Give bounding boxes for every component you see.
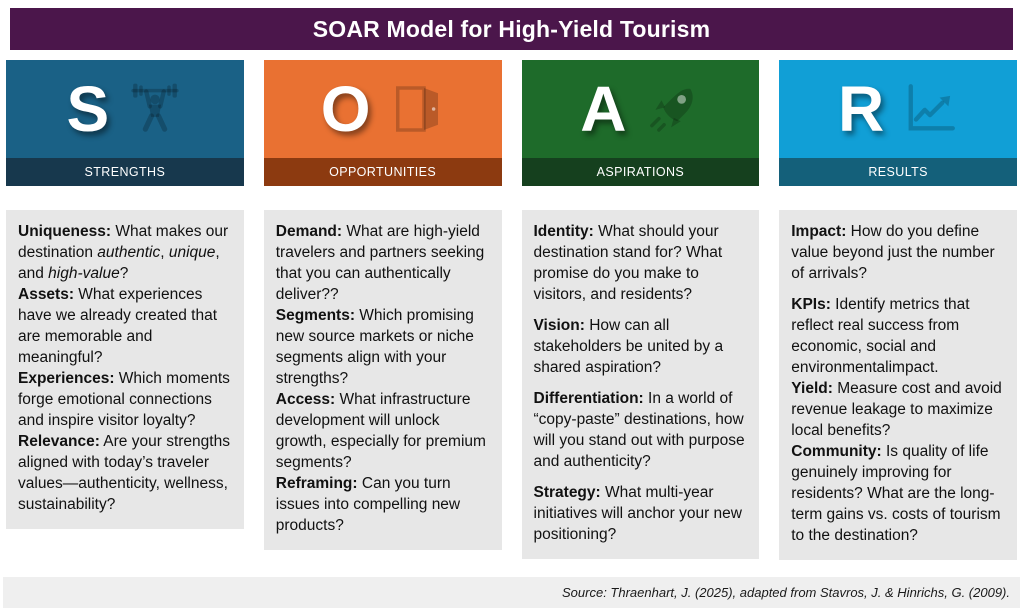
column-text-box: Uniqueness: What makes our destination a… (6, 210, 244, 529)
item-segments: Segments: Which promising new source mar… (276, 305, 490, 389)
item-text: What are high-yield travelers and partne… (275, 223, 485, 303)
column-letter: S (66, 73, 110, 145)
item-term: Assets: (18, 286, 74, 303)
item-text: What should your destination stand for? … (533, 223, 723, 303)
item-term: KPIs: (791, 296, 831, 313)
item-text: How do you define value beyond just the … (791, 223, 995, 282)
column-opportunities: O OPPORTUNITIES Demand: What are high-yiel… (263, 60, 502, 550)
item-term: Differentiation: (533, 390, 644, 407)
item-text: Measure cost and avoid revenue leakage t… (791, 380, 1002, 439)
column-aspirations: A ASPIRATIONS Identity: What should your d… (521, 60, 760, 559)
item-differentiation: Differentiation: In a world of “copy-pas… (534, 388, 748, 472)
item-term: Strategy: (533, 484, 601, 501)
item-term: Community: (791, 443, 882, 460)
item-text: What makes our destination (18, 223, 229, 261)
title-bar: SOAR Model for High-Yield Tourism (10, 8, 1013, 50)
item-text: How can all stakeholders be united by a … (533, 317, 724, 376)
item-term: Identity: (533, 223, 594, 240)
item-term: Relevance: (18, 433, 100, 450)
source-citation: Source: Thraenhart, J. (2025), adapted f… (562, 585, 1010, 600)
item-impact: Impact: How do you define value beyond j… (791, 221, 1005, 284)
item-text: ? (119, 265, 129, 282)
letter-block: S (6, 60, 244, 158)
item-text: Are your strengths aligned with today’s … (18, 433, 230, 513)
item-text: What infrastructure development will unl… (275, 391, 486, 471)
item-term: Uniqueness: (18, 223, 112, 240)
column-text-box: Identity: What should your destination s… (521, 210, 760, 559)
item-text-italic: unique (168, 244, 216, 261)
item-text-italic: high-value (48, 265, 120, 282)
column-letter: A (580, 73, 627, 145)
column-letter: O (320, 73, 371, 145)
item-kpis: KPIs: Identify metrics that reflect real… (791, 294, 1005, 378)
item-strategy: Strategy: What multi-year initiatives wi… (534, 482, 748, 545)
column-strengths: S STRENGTHS Uniqueness: What makes our des… (6, 60, 244, 529)
item-text-italic: authentic (97, 244, 161, 261)
item-yield: Yield: Measure cost and avoid revenue le… (791, 378, 1005, 441)
item-text: Which moments forge emotional connection… (18, 370, 230, 429)
letter-block: R (779, 60, 1017, 158)
item-uniqueness: Uniqueness: What makes our destination a… (18, 221, 232, 284)
item-vision: Vision: How can all stakeholders be unit… (534, 315, 748, 378)
item-text: Is quality of life genuinely improving f… (791, 443, 1001, 544)
item-term: Reframing: (275, 475, 358, 492)
page-title: SOAR Model for High-Yield Tourism (312, 15, 711, 42)
column-results: R RESULTS Impact: How do you define value … (779, 60, 1017, 560)
column-band-label: STRENGTHS (6, 158, 244, 186)
column-text-box: Demand: What are high-yield travelers an… (263, 210, 502, 550)
item-term: Vision: (533, 317, 585, 334)
letter-block: O (263, 60, 502, 158)
item-experiences: Experiences: Which moments forge emotion… (18, 368, 232, 431)
item-term: Impact: (791, 223, 847, 240)
item-term: Experiences: (18, 370, 115, 387)
column-band-label: ASPIRATIONS (521, 158, 760, 186)
item-assets: Assets: What experiences have we already… (18, 284, 232, 368)
column-letter: R (838, 73, 885, 145)
chart-up-icon (902, 81, 958, 137)
item-term: Segments: (275, 307, 355, 324)
letter-block: A (521, 60, 760, 158)
item-community: Community: Is quality of life genuinely … (791, 441, 1005, 546)
item-text: Which promising new source markets or ni… (275, 307, 474, 387)
weightlifter-icon (127, 81, 183, 137)
item-relevance: Relevance: Are your strengths aligned wi… (18, 431, 232, 515)
item-reframing: Reframing: Can you turn issues into comp… (276, 473, 490, 536)
item-text: What experiences have we already created… (18, 286, 218, 366)
column-band-label: OPPORTUNITIES (263, 158, 502, 186)
column-text-box: Impact: How do you define value beyond j… (779, 210, 1017, 560)
item-text: Can you turn issues into compelling new … (275, 475, 461, 534)
item-access: Access: What infrastructure development … (276, 389, 490, 473)
soar-columns: S STRENGTHS Uniqueness: What makes our des… (6, 60, 1017, 560)
rocket-icon (644, 81, 700, 137)
item-text: , and (18, 244, 220, 282)
column-band-label: RESULTS (779, 158, 1017, 186)
item-text: In a world of “copy-paste” destinations,… (533, 390, 745, 470)
item-term: Yield: (791, 380, 833, 397)
door-icon (389, 81, 445, 137)
item-term: Demand: (275, 223, 343, 240)
footer-bar: Source: Thraenhart, J. (2025), adapted f… (3, 577, 1020, 608)
item-identity: Identity: What should your destination s… (534, 221, 748, 305)
item-term: Access: (275, 391, 336, 408)
item-text: , (160, 244, 169, 261)
item-text: Identify metrics that reflect real succe… (791, 296, 970, 376)
item-demand: Demand: What are high-yield travelers an… (276, 221, 490, 305)
item-text: What multi-year initiatives will anchor … (533, 484, 742, 543)
